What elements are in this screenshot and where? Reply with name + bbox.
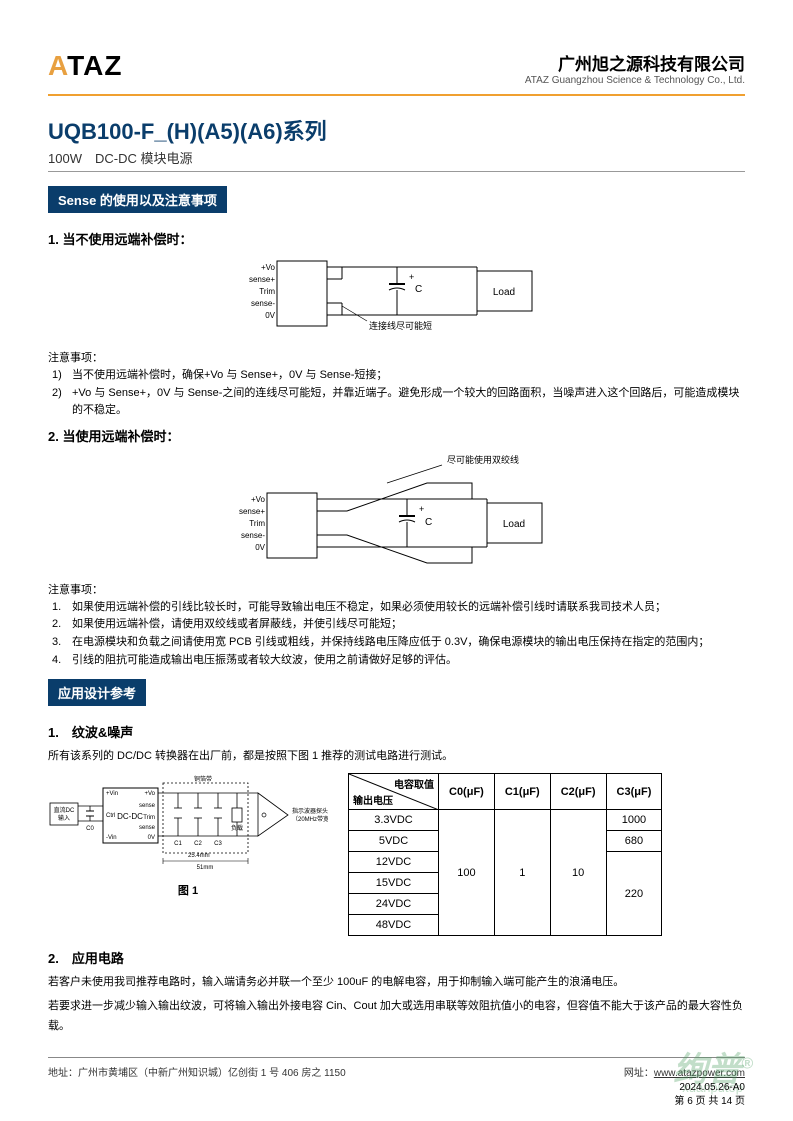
svg-text:sense-: sense- xyxy=(240,531,264,540)
figure-row: 直流DC 输入 C0 DC-DC +Vin -Vin Ctrl +Vo sens… xyxy=(48,773,745,936)
table-col-c0: C0(μF) xyxy=(439,774,495,810)
notes1-list: 1)当不使用远端补偿时，确保+Vo 与 Sense+，0V 与 Sense-短接… xyxy=(48,367,745,420)
svg-text:C2: C2 xyxy=(194,841,202,847)
page-meta: 2024.05.26-A0 第 6 页 共 14 页 xyxy=(674,1081,745,1109)
figure1-caption: 图 1 xyxy=(48,882,328,898)
section-app-header: 应用设计参考 xyxy=(48,679,146,706)
svg-text:51mm: 51mm xyxy=(197,865,214,871)
table-row: 5VDC xyxy=(349,831,439,852)
svg-text:铜箔带: 铜箔带 xyxy=(194,775,212,783)
footer-website: 网址：www.atazpower.com xyxy=(624,1064,745,1079)
footer-divider xyxy=(48,1057,745,1058)
svg-text:直流DC: 直流DC xyxy=(54,806,75,814)
svg-text:+Vo: +Vo xyxy=(250,495,265,504)
svg-text:（20MHz带宽）: （20MHz带宽） xyxy=(292,815,328,823)
sense-item2-title: 2. 当使用远端补偿时： xyxy=(48,426,745,445)
section-sense-header: Sense 的使用以及注意事项 xyxy=(48,186,227,213)
svg-text:Load: Load xyxy=(492,287,514,298)
product-title: UQB100-F_(H)(A5)(A6)系列 xyxy=(48,114,745,146)
product-subtitle: 100W DC-DC 模块电源 xyxy=(48,148,745,167)
page-footer: 地址：广州市黄埔区（中新广州知识城）亿创街 1 号 406 房之 1150 网址… xyxy=(48,1057,745,1079)
svg-text:Trim: Trim xyxy=(259,287,275,296)
company-name-en: ATAZ Guangzhou Science & Technology Co.,… xyxy=(525,75,745,86)
svg-text:指示波器探头: 指示波器探头 xyxy=(292,807,328,815)
table-row: 3.3VDC xyxy=(349,810,439,831)
notes1-label: 注意事项： xyxy=(48,349,745,365)
logo: ATAZ xyxy=(48,50,123,82)
sense-item1-title: 1. 当不使用远端补偿时： xyxy=(48,229,745,248)
circuit-diagram-1: +Vo sense+ Trim sense- 0V + C Load 连接线尽可… xyxy=(48,256,745,341)
svg-text:-Vin: -Vin xyxy=(106,835,117,841)
svg-text:连接线尽可能短: 连接线尽可能短 xyxy=(369,320,432,331)
svg-text:C: C xyxy=(415,284,422,295)
title-divider xyxy=(48,171,745,172)
svg-text:+: + xyxy=(419,504,424,514)
svg-text:+Vo: +Vo xyxy=(260,263,275,272)
logo-accent: A xyxy=(48,50,67,81)
ripple-desc: 所有该系列的 DC/DC 转换器在出厂前，都是按照下图 1 推荐的测试电路进行测… xyxy=(48,747,745,763)
svg-text:输入: 输入 xyxy=(58,814,70,822)
table-row: 12VDC xyxy=(349,852,439,873)
table-row: 48VDC xyxy=(349,915,439,936)
doc-date: 2024.05.26-A0 xyxy=(674,1081,745,1095)
svg-text:sense+: sense+ xyxy=(248,275,274,284)
svg-text:sense: sense xyxy=(139,825,156,831)
company-name-cn: 广州旭之源科技有限公司 xyxy=(525,50,745,75)
ripple-title: 1. 纹波&噪声 xyxy=(48,722,745,741)
figure1-svg: 直流DC 输入 C0 DC-DC +Vin -Vin Ctrl +Vo sens… xyxy=(48,773,328,873)
svg-text:+Vin: +Vin xyxy=(106,791,118,797)
svg-text:C0: C0 xyxy=(86,826,94,832)
circuit2-svg: 尽可能使用双绞线 +Vo sense+ Trim sense- 0V + C L… xyxy=(227,453,567,568)
svg-text:Load: Load xyxy=(502,519,524,530)
svg-text:C3: C3 xyxy=(214,841,222,847)
circuit1-svg: +Vo sense+ Trim sense- 0V + C Load 连接线尽可… xyxy=(237,256,557,336)
figure1-container: 直流DC 输入 C0 DC-DC +Vin -Vin Ctrl +Vo sens… xyxy=(48,773,328,898)
svg-text:+: + xyxy=(409,272,414,282)
page-number: 第 6 页 共 14 页 xyxy=(674,1095,745,1109)
svg-text:Ctrl: Ctrl xyxy=(106,813,115,819)
svg-text:sense-: sense- xyxy=(250,299,274,308)
footer-address: 地址：广州市黄埔区（中新广州知识城）亿创街 1 号 406 房之 1150 xyxy=(48,1064,346,1079)
svg-text:尽可能使用双绞线: 尽可能使用双绞线 xyxy=(447,454,519,465)
svg-text:C1: C1 xyxy=(174,841,182,847)
svg-text:Trim: Trim xyxy=(143,815,155,821)
svg-text:sense+: sense+ xyxy=(238,507,264,516)
company-block: 广州旭之源科技有限公司 ATAZ Guangzhou Science & Tec… xyxy=(525,50,745,86)
table-col-c1: C1(μF) xyxy=(494,774,550,810)
app-circuit-p1: 若客户未使用我司推荐电路时，输入端请务必并联一个至少 100uF 的电解电容，用… xyxy=(48,973,745,993)
table-col-c2: C2(μF) xyxy=(550,774,606,810)
table-col-c3: C3(μF) xyxy=(606,774,662,810)
app-circuit-title: 2. 应用电路 xyxy=(48,948,745,967)
svg-text:+Vo: +Vo xyxy=(144,791,155,797)
svg-text:DC-DC: DC-DC xyxy=(117,812,143,821)
svg-text:0V: 0V xyxy=(148,835,155,841)
svg-text:0V: 0V xyxy=(255,543,265,552)
svg-text:0V: 0V xyxy=(265,311,275,320)
header-divider xyxy=(48,94,745,96)
table-diag-header: 电容取值 输出电压 xyxy=(349,774,439,810)
notes2-label: 注意事项： xyxy=(48,581,745,597)
page-header: ATAZ 广州旭之源科技有限公司 ATAZ Guangzhou Science … xyxy=(48,50,745,86)
svg-text:Trim: Trim xyxy=(249,519,265,528)
logo-text: TAZ xyxy=(67,50,122,81)
app-circuit-p2: 若要求进一步减少输入输出纹波，可将输入输出外接电容 Cin、Cout 加大或选用… xyxy=(48,997,745,1037)
table-row: 15VDC xyxy=(349,873,439,894)
notes2-list: 1.如果使用远端补偿的引线比较长时，可能导致输出电压不稳定，如果必须使用较长的远… xyxy=(48,599,745,669)
svg-text:25.4mm: 25.4mm xyxy=(188,853,210,859)
table-row: 24VDC xyxy=(349,894,439,915)
capacitor-table: 电容取值 输出电压 C0(μF) C1(μF) C2(μF) C3(μF) 3.… xyxy=(348,773,662,936)
svg-text:C: C xyxy=(425,517,432,528)
circuit-diagram-2: 尽可能使用双绞线 +Vo sense+ Trim sense- 0V + C L… xyxy=(48,453,745,573)
svg-text:sense: sense xyxy=(139,803,156,809)
